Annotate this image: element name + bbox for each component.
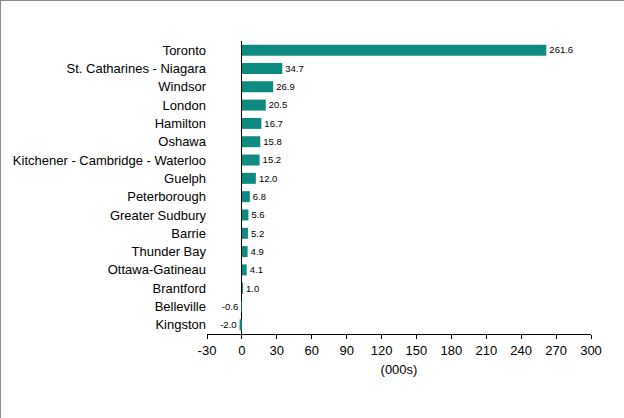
svg-text:4.1: 4.1	[250, 264, 263, 275]
svg-text:20.5: 20.5	[269, 99, 288, 110]
svg-text:120: 120	[371, 343, 393, 358]
svg-text:5.6: 5.6	[251, 209, 264, 220]
svg-text:12.0: 12.0	[259, 173, 278, 184]
svg-text:London: London	[163, 98, 206, 113]
svg-text:180: 180	[441, 343, 463, 358]
svg-text:Kingston: Kingston	[155, 317, 206, 332]
svg-text:Hamilton: Hamilton	[155, 116, 206, 131]
svg-text:Guelph: Guelph	[164, 171, 206, 186]
svg-text:210: 210	[475, 343, 497, 358]
svg-text:(000s): (000s)	[381, 362, 418, 377]
svg-text:Thunder Bay: Thunder Bay	[132, 244, 207, 259]
svg-text:270: 270	[545, 343, 567, 358]
svg-text:90: 90	[339, 343, 353, 358]
svg-text:30: 30	[270, 343, 284, 358]
svg-text:261.6: 261.6	[549, 44, 573, 55]
svg-text:60: 60	[304, 343, 318, 358]
svg-text:6.8: 6.8	[253, 191, 266, 202]
svg-text:Belleville: Belleville	[155, 299, 206, 314]
svg-text:Ottawa-Gatineau: Ottawa-Gatineau	[108, 262, 206, 277]
svg-text:150: 150	[406, 343, 428, 358]
svg-text:5.2: 5.2	[251, 228, 264, 239]
svg-text:Brantford: Brantford	[153, 281, 206, 296]
svg-text:-30: -30	[198, 343, 217, 358]
svg-text:240: 240	[510, 343, 532, 358]
svg-text:Kitchener - Cambridge - Waterl: Kitchener - Cambridge - Waterloo	[13, 153, 206, 168]
svg-text:15.8: 15.8	[263, 136, 282, 147]
svg-text:15.2: 15.2	[263, 154, 282, 165]
svg-text:Peterborough: Peterborough	[127, 189, 206, 204]
svg-text:1.0: 1.0	[246, 283, 259, 294]
svg-text:Toronto: Toronto	[163, 43, 206, 58]
svg-text:4.9: 4.9	[251, 246, 264, 257]
svg-text:Windsor: Windsor	[158, 79, 206, 94]
svg-text:26.9: 26.9	[276, 81, 295, 92]
svg-text:Greater Sudbury: Greater Sudbury	[110, 208, 207, 223]
svg-text:0: 0	[238, 343, 245, 358]
svg-text:Oshawa: Oshawa	[158, 134, 206, 149]
svg-text:300: 300	[580, 343, 602, 358]
svg-text:16.7: 16.7	[264, 118, 283, 129]
svg-text:34.7: 34.7	[285, 63, 304, 74]
svg-text:St. Catharines - Niagara: St. Catharines - Niagara	[67, 61, 207, 76]
svg-text:Barrie: Barrie	[171, 226, 206, 241]
svg-text:-2.0: -2.0	[220, 319, 236, 330]
svg-text:-0.6: -0.6	[222, 301, 238, 312]
